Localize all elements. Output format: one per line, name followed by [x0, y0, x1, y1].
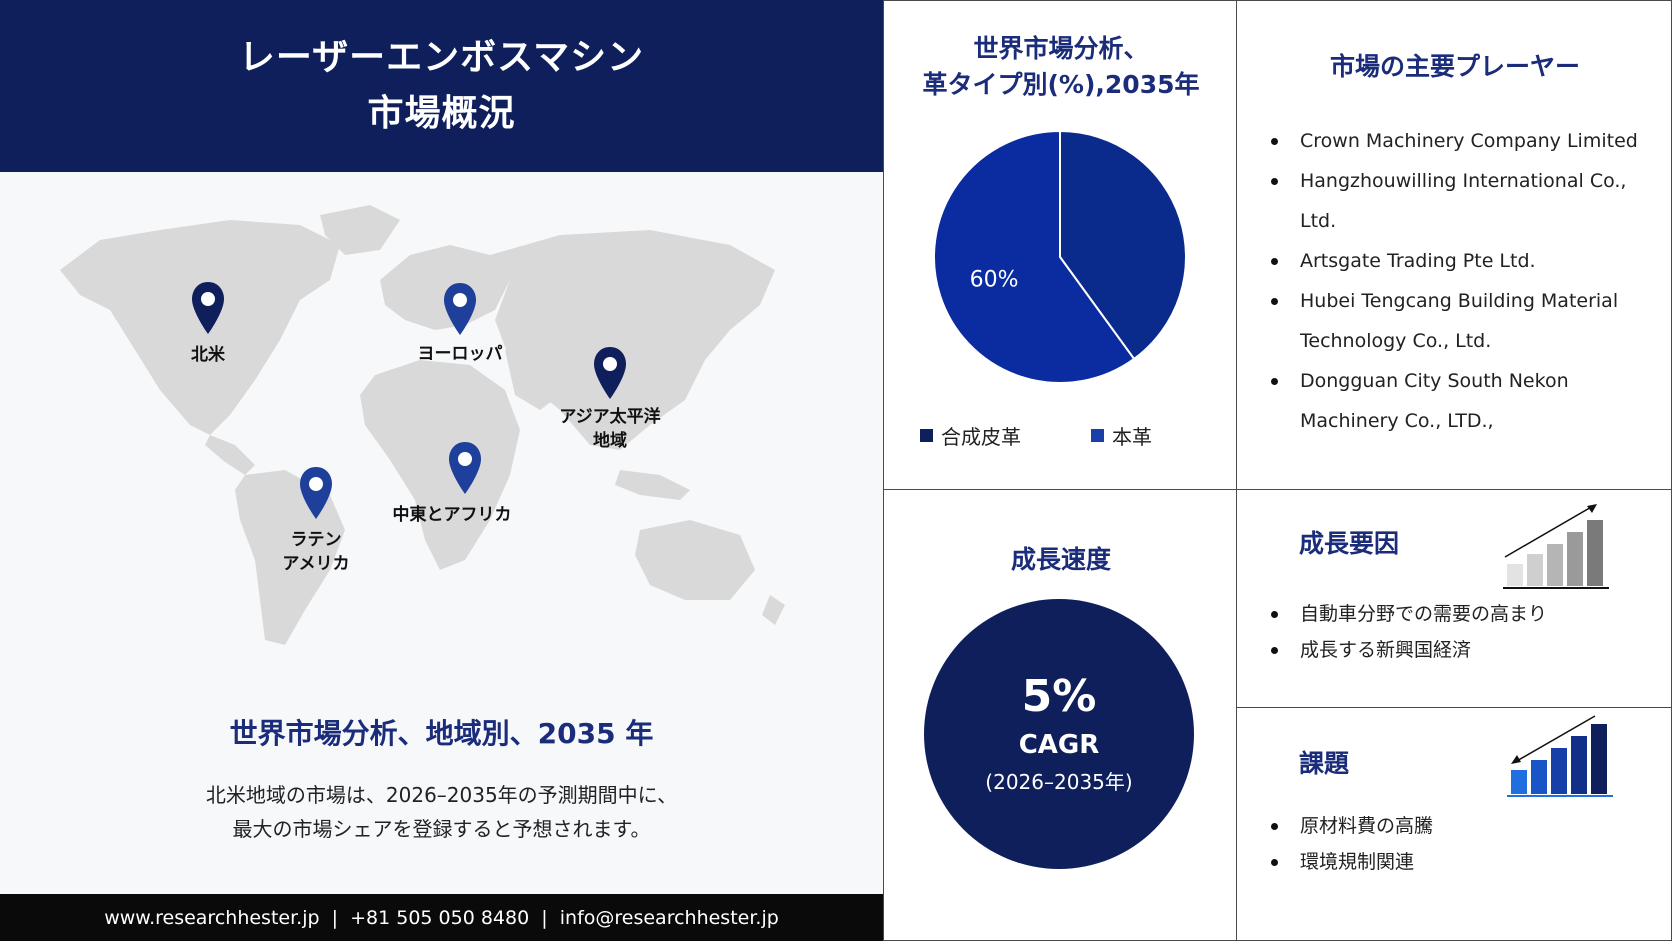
continent-greenland [320, 205, 400, 255]
location-pin-icon [444, 283, 476, 335]
player-item: Dongguan City South Nekon Machinery Co., … [1265, 361, 1665, 441]
pie-slice [1059, 129, 1187, 361]
player-name-line: Hubei Tengcang Building Material [1300, 290, 1619, 312]
growth-drivers-panel: 成長要因 自動車分野での需要の高まり 成長する新興国経済 [1236, 489, 1672, 708]
player-name-line: Technology Co., Ltd. [1300, 330, 1492, 352]
players-list: Crown Machinery Company Limited Hangzhouw… [1265, 121, 1665, 441]
region-analysis-text: 北米地域の市場は、2026–2035年の予測期間中に、 最大の市場シェアを登録す… [205, 783, 678, 841]
region-label-europe: ヨーロッパ [417, 344, 503, 364]
legend-item: 合成皮革 [920, 421, 1021, 450]
pie-legend: 合成皮革 本革 [920, 421, 1220, 450]
challenges-title: 課題 [1299, 749, 1350, 778]
legend-item: 本革 [1091, 421, 1152, 450]
pie-chart-panel: 世界市場分析、 革タイプ別(%),2035年 60% 合成皮革 本革 [883, 0, 1237, 490]
contact-footer: www.researchhester.jp | +81 505 050 8480… [0, 894, 883, 941]
challenges-panel: 課題 原材料費の高騰 環境規制関連 [1236, 707, 1672, 941]
key-players-panel: 市場の主要プレーヤー Crown Machinery Company Limit… [1236, 0, 1672, 490]
pie-chart-title: 世界市場分析、 革タイプ別(%),2035年 [922, 34, 1200, 99]
player-item: Crown Machinery Company Limited [1265, 121, 1665, 161]
location-pin-icon [192, 282, 224, 334]
cagr-circle: 5% CAGR (2026–2035年) [924, 599, 1194, 869]
drivers-list: 自動車分野での需要の高まり 成長する新興国経済 [1265, 596, 1565, 668]
player-name-line: Hangzhouwilling International Co., [1300, 170, 1627, 192]
player-item: Hubei Tengcang Building Material Technolo… [1265, 281, 1665, 361]
continent-central-america [205, 435, 255, 475]
header-banner: レーザーエンボスマシン 市場概況 [0, 0, 883, 172]
driver-item: 自動車分野での需要の高まり [1265, 596, 1565, 632]
player-name-line: Artsgate Trading Pte Ltd. [1300, 250, 1536, 272]
continent-australia [635, 520, 755, 600]
player-name-line: Crown Machinery Company Limited [1300, 130, 1638, 152]
players-title: 市場の主要プレーヤー [1329, 52, 1580, 81]
player-item: Artsgate Trading Pte Ltd. [1265, 241, 1665, 281]
player-name-line: Dongguan City South Nekon [1300, 370, 1569, 392]
cagr-period: (2026–2035年) [985, 770, 1133, 794]
legend-swatch [1091, 429, 1104, 442]
growth-title: 成長速度 [1010, 545, 1111, 574]
pie-slice [933, 129, 1136, 384]
player-item: Hangzhouwilling International Co., Ltd. [1265, 161, 1665, 241]
region-label-middle-east-africa: 中東とアフリカ [392, 505, 512, 525]
location-pin-icon [300, 467, 332, 519]
rising-bar-chart-icon [1507, 715, 1613, 797]
player-name-line: Machinery Co., LTD., [1300, 410, 1494, 432]
continent-north-america [60, 220, 340, 435]
region-label-north-america: 北米 [191, 345, 225, 365]
region-label-latin-america: ラテン アメリカ [282, 530, 350, 574]
title-line-1: レーザーエンボスマシン [238, 37, 645, 78]
continent-asia [490, 230, 775, 450]
region-label-asia-pacific: アジア太平洋 地域 [559, 407, 661, 451]
challenges-list: 原材料費の高騰 環境規制関連 [1265, 808, 1565, 880]
rising-bar-chart-icon [1503, 504, 1609, 589]
title-line-2: 市場概況 [367, 93, 516, 134]
location-pin-icon [449, 442, 481, 494]
driver-item: 成長する新興国経済 [1265, 632, 1565, 668]
location-pin-icon [594, 347, 626, 399]
player-name-line: Ltd. [1300, 210, 1337, 232]
continent-new-zealand [762, 595, 785, 625]
region-analysis-title: 世界市場分析、地域別、2035 年 [229, 717, 654, 750]
cagr-value: 5% [1021, 671, 1097, 722]
challenge-item: 原材料費の高騰 [1265, 808, 1565, 844]
continent-europe [380, 245, 510, 330]
continent-africa [360, 360, 520, 570]
drivers-title: 成長要因 [1299, 529, 1400, 558]
legend-label: 本革 [1112, 425, 1152, 449]
legend-label: 合成皮革 [941, 425, 1021, 449]
overview-panel: レーザーエンボスマシン 市場概況 [0, 0, 883, 941]
cagr-label: CAGR [1018, 730, 1100, 760]
challenge-item: 環境規制関連 [1265, 844, 1565, 880]
pie-chart: 60% [933, 129, 1187, 384]
continent-middle-east [505, 350, 560, 410]
legend-swatch [920, 429, 933, 442]
world-map [60, 205, 785, 645]
pie-data-label: 60% [970, 267, 1019, 292]
growth-rate-panel: 成長速度 5% CAGR (2026–2035年) [883, 489, 1237, 941]
continent-southeast-asia [615, 470, 690, 500]
contact-text: www.researchhester.jp | +81 505 050 8480… [104, 906, 779, 929]
